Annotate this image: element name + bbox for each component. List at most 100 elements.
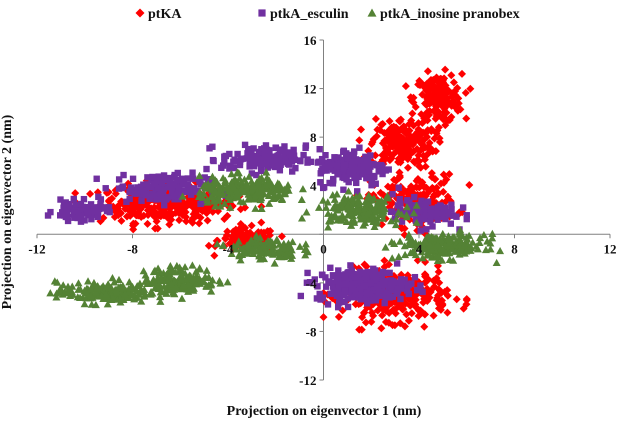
data-point <box>320 183 328 191</box>
data-point <box>414 151 423 160</box>
data-point <box>181 263 190 271</box>
data-point <box>404 316 413 325</box>
data-point <box>215 276 224 285</box>
data-point <box>203 198 212 206</box>
data-point <box>153 175 160 183</box>
data-point <box>197 200 204 208</box>
data-point <box>65 202 73 210</box>
data-point <box>372 180 379 187</box>
data-point <box>255 244 264 252</box>
data-point <box>422 86 431 95</box>
data-point <box>167 182 174 189</box>
data-point <box>369 311 378 320</box>
data-point <box>116 294 125 303</box>
data-point <box>195 188 204 196</box>
data-point <box>52 289 61 297</box>
x-tick-label: 8 <box>511 241 518 256</box>
data-point <box>319 313 328 322</box>
data-point <box>333 162 341 170</box>
data-point <box>182 187 189 194</box>
data-point <box>356 144 363 151</box>
data-point <box>456 226 465 234</box>
data-point <box>287 246 296 254</box>
data-point <box>314 283 321 290</box>
data-point <box>385 117 394 126</box>
data-point <box>436 235 445 243</box>
data-point <box>276 167 284 174</box>
data-point <box>340 161 348 169</box>
data-point <box>280 185 289 193</box>
data-point <box>103 281 112 289</box>
data-point <box>229 182 238 191</box>
data-point <box>433 126 442 135</box>
data-point <box>357 325 366 334</box>
data-point <box>342 217 351 226</box>
legend: ptKA ptkA_esculin ptkA_inosine pranobex <box>135 7 520 22</box>
data-point <box>322 152 329 159</box>
data-point <box>221 159 228 166</box>
data-point <box>360 204 369 212</box>
data-point <box>301 240 310 248</box>
data-point <box>407 309 416 318</box>
data-point <box>402 203 411 211</box>
data-point <box>251 204 260 212</box>
data-point <box>218 164 225 172</box>
data-point <box>114 211 123 220</box>
data-point <box>355 200 364 208</box>
data-point <box>251 154 258 162</box>
data-point <box>338 214 347 222</box>
data-point <box>394 252 403 260</box>
data-point <box>400 322 409 331</box>
data-point <box>447 220 455 227</box>
data-point <box>88 215 95 223</box>
data-point <box>462 247 471 255</box>
data-point <box>423 116 432 125</box>
data-point <box>261 145 268 152</box>
data-point <box>105 196 114 205</box>
data-point <box>419 144 428 153</box>
data-point <box>329 203 338 212</box>
data-point <box>363 300 371 307</box>
data-point <box>261 160 268 168</box>
data-point <box>257 193 266 202</box>
data-point <box>417 248 426 256</box>
data-point <box>435 134 444 143</box>
data-point <box>174 176 181 184</box>
data-point <box>89 278 98 287</box>
data-point <box>380 256 389 265</box>
data-point <box>277 194 286 202</box>
data-point <box>456 105 465 114</box>
data-point <box>433 240 442 248</box>
data-point <box>208 184 217 192</box>
data-point <box>275 181 284 189</box>
data-point <box>423 212 430 219</box>
data-point <box>428 147 437 156</box>
data-point <box>218 241 227 250</box>
data-point <box>458 69 467 78</box>
data-point <box>360 162 368 169</box>
data-point <box>435 278 444 287</box>
data-point <box>121 204 130 213</box>
data-point <box>165 220 174 229</box>
data-point <box>344 303 352 311</box>
data-point <box>215 195 224 203</box>
data-point <box>177 275 186 283</box>
data-point <box>370 265 377 273</box>
data-point <box>175 216 184 225</box>
data-point <box>125 278 134 286</box>
data-point <box>177 271 186 279</box>
data-point <box>84 277 93 285</box>
data-point <box>313 295 321 302</box>
data-point <box>204 241 213 250</box>
data-point <box>488 229 497 238</box>
data-point <box>316 146 323 153</box>
data-point <box>187 191 195 198</box>
data-point <box>345 269 352 276</box>
data-point <box>334 277 342 285</box>
x-tick-label: -4 <box>223 241 234 256</box>
data-point <box>270 190 279 198</box>
data-point <box>227 249 236 258</box>
data-point <box>379 268 387 276</box>
data-point <box>204 176 212 183</box>
data-point <box>274 249 283 257</box>
